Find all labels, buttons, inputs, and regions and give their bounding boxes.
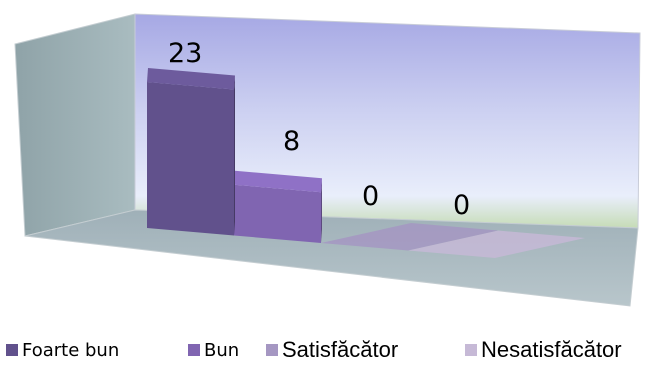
data-labels-group: 0 0 8 23 <box>168 38 470 221</box>
legend-label-satisfacator: Satisfăcător <box>282 337 399 362</box>
legend-label-bun: Bun <box>204 339 240 361</box>
bars-group <box>147 68 585 258</box>
legend-swatch-bun <box>188 344 200 356</box>
legend-item-nesatisfacator: Nesatisfăcător <box>465 335 622 365</box>
floor <box>24 209 639 307</box>
chart-plot-area: 0 0 8 23 <box>14 13 641 307</box>
legend-swatch-satisfacator <box>266 344 278 356</box>
bar-3 <box>321 223 498 251</box>
bar-base-4 <box>408 230 585 258</box>
legend-item-foarte-bun: Foarte bun <box>6 335 119 365</box>
bar-side-2 <box>321 178 322 243</box>
bar-side-1 <box>234 75 235 236</box>
legend-swatch-nesatisfacator <box>465 344 477 356</box>
bar-4 <box>408 230 585 258</box>
bar-top-2 <box>234 170 322 193</box>
side-wall <box>14 13 136 237</box>
legend: Foarte bun Bun Satisfăcător Nesatisfăcăt… <box>0 335 667 365</box>
legend-label-nesatisfacator: Nesatisfăcător <box>481 337 622 362</box>
data-label-2: 8 <box>283 126 300 157</box>
legend-label-foarte-bun: Foarte bun <box>22 339 120 361</box>
legend-swatch-foarte-bun <box>6 344 18 356</box>
data-label-4: 0 <box>453 190 470 221</box>
bar-base-3 <box>321 223 498 251</box>
bar-2 <box>234 170 322 243</box>
data-label-3: 0 <box>362 181 379 212</box>
bar-1 <box>147 68 235 236</box>
bar-top-1 <box>147 68 235 90</box>
bar-front-1 <box>147 82 234 236</box>
bar-front-2 <box>234 184 321 243</box>
legend-item-satisfacator: Satisfăcător <box>266 335 398 365</box>
legend-item-bun: Bun <box>188 335 239 365</box>
data-label-1: 23 <box>168 38 202 69</box>
